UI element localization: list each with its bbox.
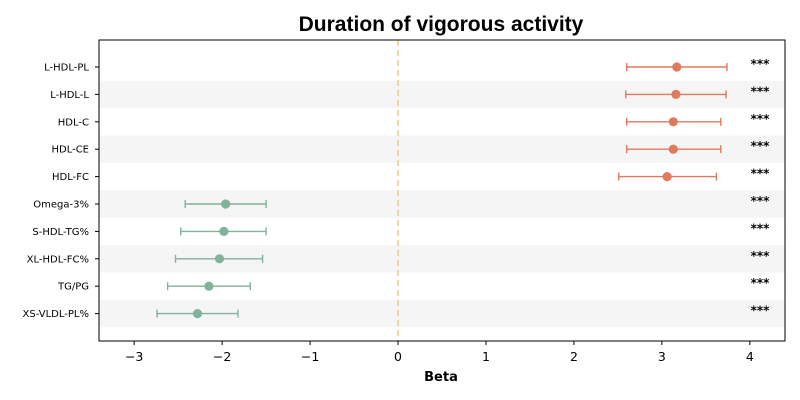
data-point <box>221 199 231 209</box>
x-tick-label: 0 <box>394 349 402 364</box>
y-tick-label: TG/PG <box>57 282 89 293</box>
significance-label: *** <box>751 167 771 181</box>
significance-label: *** <box>751 57 771 71</box>
x-tick-label: 4 <box>746 349 754 364</box>
plot-frame <box>98 39 786 342</box>
x-axis-label: Beta <box>424 370 458 385</box>
y-tick-label: L-HDL-PL <box>44 63 89 74</box>
x-axis: −3 −2 −1 0 1 2 3 4 <box>125 341 754 364</box>
significance-label: *** <box>751 84 771 98</box>
data-point <box>219 226 229 236</box>
y-tick-label: HDL-C <box>58 117 89 128</box>
x-tick-label: −3 <box>125 349 143 364</box>
y-tick-label: HDL-CE <box>51 145 89 156</box>
data-point <box>204 281 214 291</box>
y-tick-label: HDL-FC <box>52 172 89 183</box>
significance-label: *** <box>751 276 771 290</box>
significance-label: *** <box>751 194 771 208</box>
data-point <box>662 172 672 182</box>
y-axis: L-HDL-PL L-HDL-L HDL-C HDL-CE HDL-FC Omega-3%… <box>23 63 99 320</box>
chart-title: Duration of vigorous activity <box>299 13 584 36</box>
data-point <box>668 144 678 154</box>
y-tick-label: XS-VLDL-PL% <box>23 309 89 320</box>
x-tick-label: −1 <box>301 349 319 364</box>
x-tick-label: 1 <box>482 349 490 364</box>
x-tick-label: 3 <box>658 349 666 364</box>
data-points <box>192 62 682 319</box>
x-tick-label: 2 <box>570 349 578 364</box>
significance-label: *** <box>751 139 771 153</box>
significance-label: *** <box>751 112 771 126</box>
y-tick-label: XL-HDL-FC% <box>27 254 89 265</box>
data-point <box>672 62 682 72</box>
data-point <box>668 117 678 127</box>
y-tick-label: L-HDL-L <box>50 90 89 101</box>
significance-label: *** <box>751 249 771 263</box>
y-tick-label: S-HDL-TG% <box>32 227 89 238</box>
significance-labels: *** *** *** *** *** *** *** *** *** *** <box>751 57 771 318</box>
y-tick-label: Omega-3% <box>33 200 89 211</box>
significance-label: *** <box>751 221 771 235</box>
x-tick-label: −2 <box>213 349 231 364</box>
data-point <box>671 89 681 99</box>
data-point <box>192 309 203 319</box>
data-point <box>214 254 225 264</box>
significance-label: *** <box>751 304 771 318</box>
